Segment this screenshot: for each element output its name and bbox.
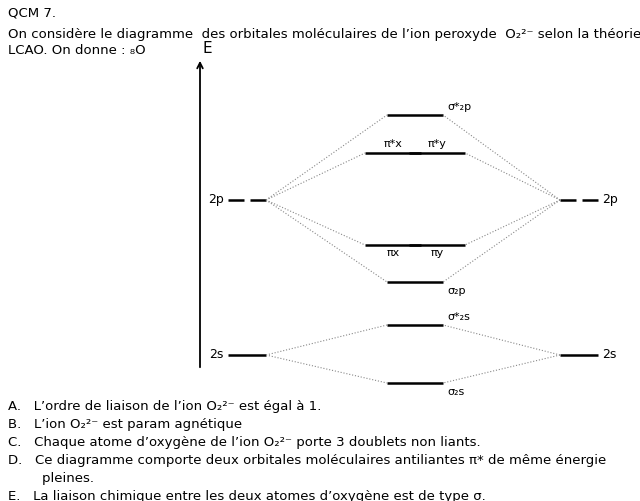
Text: πy: πy [430,248,444,258]
Text: π*x: π*x [383,139,403,149]
Text: 2p: 2p [602,193,618,206]
Text: LCAO. On donne : ₈O: LCAO. On donne : ₈O [8,44,146,57]
Text: π*y: π*y [428,139,447,149]
Text: C.   Chaque atome d’oxygène de l’ion O₂²⁻ porte 3 doublets non liants.: C. Chaque atome d’oxygène de l’ion O₂²⁻ … [8,436,481,449]
Text: B.   L’ion O₂²⁻ est param agnétique: B. L’ion O₂²⁻ est param agnétique [8,418,242,431]
Text: σ*₂p: σ*₂p [447,102,471,112]
Text: E.   La liaison chimique entre les deux atomes d’oxygène est de type σ.: E. La liaison chimique entre les deux at… [8,490,486,501]
Text: D.   Ce diagramme comporte deux orbitales moléculaires antiliantes π* de même én: D. Ce diagramme comporte deux orbitales … [8,454,606,467]
Text: πx: πx [387,248,399,258]
Text: σ*₂s: σ*₂s [447,312,470,322]
Text: 2p: 2p [208,193,224,206]
Text: pleines.: pleines. [8,472,94,485]
Text: On considère le diagramme  des orbitales moléculaires de l’ion peroxyde  O₂²⁻ se: On considère le diagramme des orbitales … [8,28,640,41]
Text: E: E [203,41,212,56]
Text: 2s: 2s [210,349,224,362]
Text: σ₂s: σ₂s [447,387,464,397]
Text: 2s: 2s [602,349,616,362]
Text: A.   L’ordre de liaison de l’ion O₂²⁻ est égal à 1.: A. L’ordre de liaison de l’ion O₂²⁻ est … [8,400,321,413]
Text: QCM 7.: QCM 7. [8,6,56,19]
Text: σ₂p: σ₂p [447,286,465,296]
